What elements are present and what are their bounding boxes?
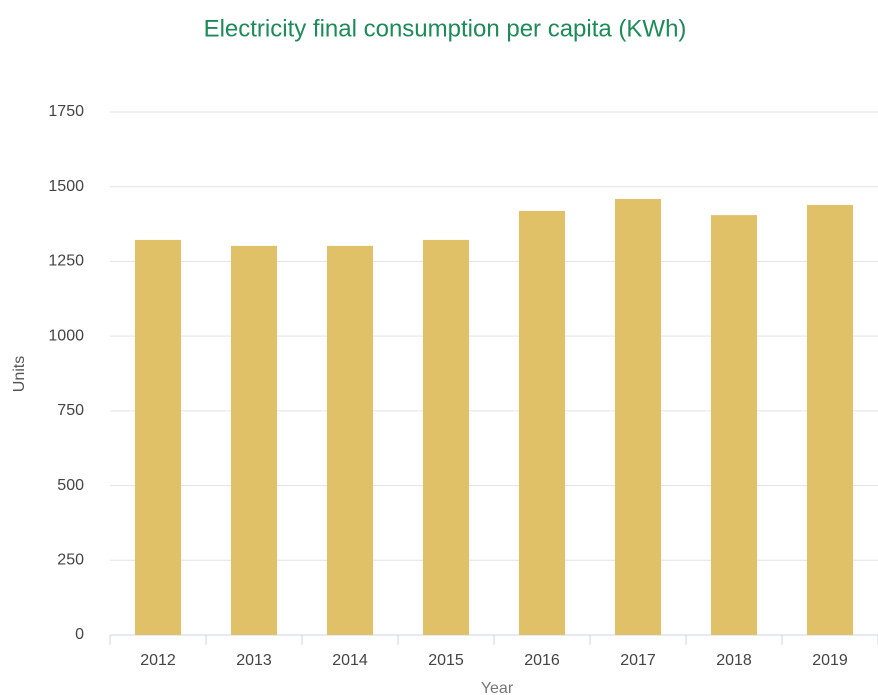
bar	[230, 245, 278, 635]
x-tick-label: 2014	[332, 652, 368, 669]
y-tick-label: 750	[57, 402, 84, 419]
x-tick-label: 2015	[428, 652, 464, 669]
bar	[518, 210, 566, 636]
bar	[422, 239, 470, 635]
y-tick-label: 1500	[48, 178, 84, 195]
bar	[614, 198, 662, 636]
x-tick-label: 2012	[140, 652, 176, 669]
x-tick-label: 2017	[620, 652, 656, 669]
y-tick-label: 250	[57, 552, 84, 569]
x-tick-label: 2013	[236, 652, 272, 669]
x-tick-label: 2019	[812, 652, 848, 669]
x-tick-label: 2018	[716, 652, 752, 669]
y-tick-label: 0	[75, 626, 84, 643]
bar	[710, 215, 758, 635]
bar	[134, 239, 182, 635]
x-tick-label: 2016	[524, 652, 560, 669]
bar	[806, 204, 854, 635]
y-tick-label: 500	[57, 477, 84, 494]
y-axis-label: Units	[11, 356, 28, 392]
y-tick-label: 1250	[48, 253, 84, 270]
y-tick-label: 1000	[48, 327, 84, 344]
chart-title: Electricity final consumption per capita…	[204, 15, 687, 42]
y-tick-label: 1750	[48, 103, 84, 120]
x-axis-label: Year	[481, 680, 514, 695]
bar	[326, 245, 374, 635]
